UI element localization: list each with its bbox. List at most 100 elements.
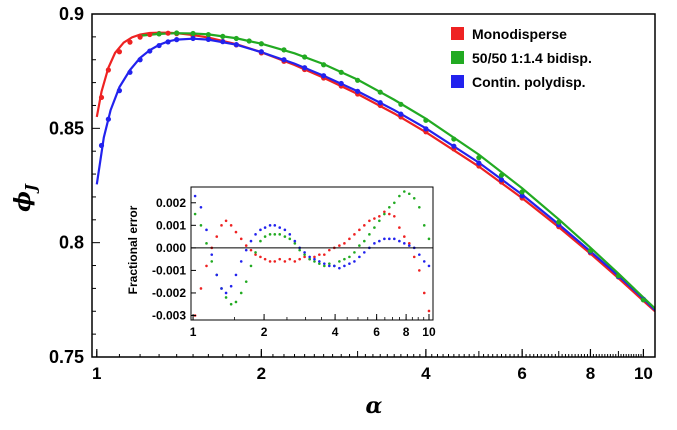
inset-point-monodisperse <box>412 255 416 259</box>
inset-point-50-50-1-1-4-bidisp <box>338 260 341 263</box>
inset-y-tick-label: -0.001 <box>152 263 186 277</box>
inset-point-monodisperse <box>358 228 361 232</box>
inset-point-contin-polydisp <box>249 239 253 243</box>
inset-point-contin-polydisp <box>383 237 386 241</box>
point-contin-polydisp <box>338 80 344 87</box>
point-contin-polydisp <box>321 73 327 79</box>
inset-point-50-50-1-1-4-bidisp <box>328 262 331 265</box>
data-points <box>98 30 647 303</box>
inset-point-50-50-1-1-4-bidisp <box>348 255 351 259</box>
inset-point-contin-polydisp <box>407 244 411 247</box>
inset-point-contin-polydisp <box>244 248 248 252</box>
y-tick-label: 0.9 <box>59 4 84 24</box>
inset-point-contin-polydisp <box>373 242 376 245</box>
inset-x-tick-label: 8 <box>403 325 410 339</box>
point-contin-polydisp <box>190 35 196 42</box>
point-contin-polydisp <box>355 88 361 94</box>
inset-point-contin-polydisp <box>403 242 406 245</box>
inset-point-contin-polydisp <box>378 239 381 243</box>
point-contin-polydisp <box>127 69 133 75</box>
inset-point-contin-polydisp <box>398 239 401 243</box>
inset-point-monodisperse <box>353 233 356 236</box>
inset-point-contin-polydisp <box>288 233 292 236</box>
inset-point-contin-polydisp <box>199 205 203 209</box>
legend-label-contin-polydisp: Contin. polydisp. <box>472 74 586 90</box>
inset-point-monodisperse <box>199 287 203 290</box>
point-contin-polydisp <box>156 42 162 49</box>
inset-point-50-50-1-1-4-bidisp <box>210 260 214 263</box>
inset-point-contin-polydisp <box>210 253 214 256</box>
inset-point-contin-polydisp <box>224 291 228 295</box>
inset-point-50-50-1-1-4-bidisp <box>273 233 277 236</box>
inset-plot: 1 2 4 6 8 10 0.002 0.001 0.000 -0.001 -0.002 -0.00… <box>126 186 436 339</box>
inset-point-50-50-1-1-4-bidisp <box>283 235 287 238</box>
inset-point-monodisperse <box>388 212 391 216</box>
inset-point-contin-polydisp <box>422 260 426 263</box>
inset-point-monodisperse <box>278 257 282 261</box>
inset-point-50-50-1-1-4-bidisp <box>407 192 411 196</box>
point-contin-polydisp <box>258 49 264 55</box>
inset-point-monodisperse <box>220 224 223 227</box>
y-tick-label: 0.85 <box>49 118 84 138</box>
inset-point-contin-polydisp <box>418 253 421 256</box>
inset-point-50-50-1-1-4-bidisp <box>293 242 297 245</box>
point-50-50-1-1-4-bidisp <box>156 31 162 37</box>
inset-point-monodisperse <box>224 219 228 223</box>
x-tick-label: 2 <box>257 364 266 383</box>
legend: Monodisperse 50/50 1:1.4 bidisp. Contin. p… <box>451 26 592 90</box>
inset-point-50-50-1-1-4-bidisp <box>308 257 311 261</box>
inset-point-contin-polydisp <box>388 237 391 241</box>
inset-point-monodisperse <box>328 248 331 252</box>
point-monodisperse <box>116 49 123 55</box>
point-50-50-1-1-4-bidisp <box>377 89 383 95</box>
inset-point-contin-polydisp <box>229 284 233 288</box>
inset-point-contin-polydisp <box>273 224 277 227</box>
point-50-50-1-1-4-bidisp <box>302 54 308 60</box>
inset-point-monodisperse <box>313 255 316 259</box>
inset-point-50-50-1-1-4-bidisp <box>205 242 208 245</box>
y-tick-label: 0.8 <box>59 233 84 253</box>
point-monodisperse <box>147 31 153 38</box>
x-tick-label: 1 <box>92 364 101 383</box>
inset-point-monodisperse <box>268 260 272 263</box>
inset-point-50-50-1-1-4-bidisp <box>313 260 316 263</box>
inset-point-monodisperse <box>263 257 267 261</box>
point-contin-polydisp <box>302 65 308 71</box>
inset-point-50-50-1-1-4-bidisp <box>234 300 238 304</box>
inset-point-monodisperse <box>205 264 208 268</box>
inset-y-axis-ticks: 0.002 0.001 0.000 -0.001 -0.002 -0.003 <box>152 196 196 322</box>
point-50-50-1-1-4-bidisp <box>174 30 180 36</box>
point-50-50-1-1-4-bidisp <box>476 155 482 161</box>
inset-point-50-50-1-1-4-bidisp <box>244 280 248 283</box>
point-50-50-1-1-4-bidisp <box>556 219 562 225</box>
inset-point-50-50-1-1-4-bidisp <box>298 248 301 252</box>
inset-point-50-50-1-1-4-bidisp <box>323 264 326 268</box>
point-monodisperse <box>98 94 105 101</box>
inset-frame <box>190 186 434 321</box>
inset-point-contin-polydisp <box>215 273 219 277</box>
inset-point-monodisperse <box>273 260 277 263</box>
inset-point-monodisperse <box>403 235 406 238</box>
inset-point-50-50-1-1-4-bidisp <box>239 291 243 295</box>
inset-point-monodisperse <box>288 257 292 261</box>
inset-point-contin-polydisp <box>263 226 267 229</box>
inset-point-contin-polydisp <box>328 264 331 268</box>
inset-point-50-50-1-1-4-bidisp <box>278 233 282 236</box>
point-monodisperse <box>127 39 133 45</box>
inset-point-50-50-1-1-4-bidisp <box>263 235 267 238</box>
point-contin-polydisp <box>423 126 429 132</box>
point-contin-polydisp <box>233 42 239 48</box>
inset-point-monodisperse <box>422 291 426 295</box>
point-50-50-1-1-4-bidisp <box>587 248 594 254</box>
plot-frame <box>91 13 656 358</box>
inset-point-monodisperse <box>283 260 287 263</box>
inset-point-contin-polydisp <box>303 251 306 254</box>
inset-point-50-50-1-1-4-bidisp <box>403 190 406 193</box>
x-axis-ticks: 1 2 4 6 8 10 <box>92 349 653 383</box>
inset-point-monodisperse <box>363 224 366 227</box>
x-tick-label: 10 <box>634 364 653 383</box>
legend-label-50-50-1-1-4-bidisp: 50/50 1:1.4 bidisp. <box>472 50 592 66</box>
point-contin-polydisp <box>398 111 404 117</box>
inset-point-50-50-1-1-4-bidisp <box>412 196 416 200</box>
